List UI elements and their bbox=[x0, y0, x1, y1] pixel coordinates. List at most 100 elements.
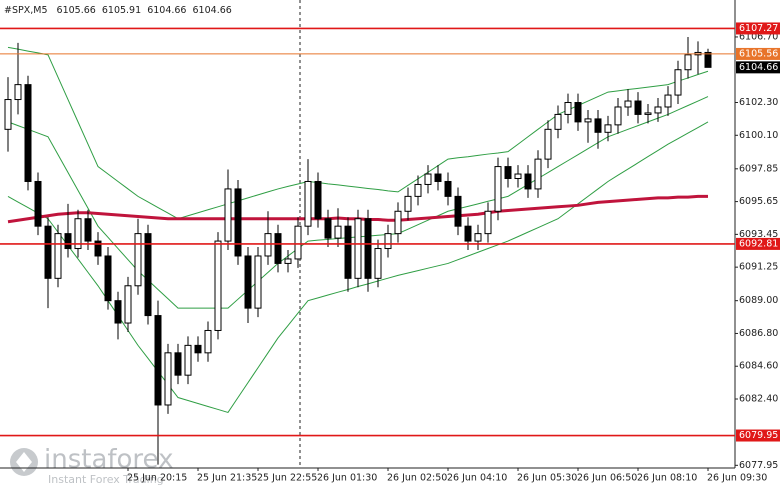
candle bbox=[474, 224, 482, 251]
candle bbox=[504, 157, 512, 188]
level-label-box bbox=[736, 47, 780, 60]
candle bbox=[184, 336, 192, 385]
candle-body bbox=[434, 173, 442, 182]
candle bbox=[164, 343, 172, 414]
level-label-box bbox=[736, 237, 780, 250]
candle-body bbox=[334, 225, 342, 239]
level-label: 6079.95 bbox=[739, 430, 778, 441]
candle-body bbox=[194, 344, 202, 354]
candle bbox=[204, 321, 212, 362]
chart-header: #SPX,M5 6105.66 6105.91 6104.66 6104.66 bbox=[4, 5, 232, 16]
candle-body bbox=[254, 255, 262, 309]
current-price-box bbox=[736, 61, 780, 74]
candle bbox=[124, 276, 132, 332]
symbol: #SPX,M5 bbox=[4, 5, 48, 16]
candle bbox=[234, 179, 242, 265]
candle-body bbox=[4, 99, 12, 130]
candle-body bbox=[184, 344, 192, 376]
level-label: 6105.56 bbox=[739, 48, 778, 59]
y-tick-label: 6084.60 bbox=[739, 361, 778, 372]
candle-body bbox=[94, 240, 102, 257]
candle-body bbox=[354, 218, 362, 279]
candle-body bbox=[584, 118, 592, 123]
candle bbox=[334, 208, 342, 248]
candle bbox=[434, 165, 442, 191]
candle-body bbox=[74, 218, 82, 250]
candle bbox=[304, 159, 312, 236]
candle-body bbox=[674, 69, 682, 96]
candle bbox=[624, 89, 632, 116]
candle-body bbox=[634, 100, 642, 115]
candle bbox=[514, 165, 522, 188]
candle bbox=[74, 209, 82, 258]
candle-body bbox=[504, 166, 512, 179]
y-tick-label: 6100.10 bbox=[739, 130, 778, 141]
level-label: 6092.81 bbox=[739, 238, 778, 249]
candle bbox=[684, 36, 692, 79]
y-tick-label: 6102.30 bbox=[739, 97, 778, 108]
candle-body bbox=[54, 233, 62, 279]
candle bbox=[54, 224, 62, 288]
logo-mark bbox=[16, 452, 32, 472]
candle bbox=[524, 165, 532, 198]
candle bbox=[544, 120, 552, 169]
candle bbox=[4, 77, 12, 152]
header-close: 6104.66 bbox=[193, 5, 232, 16]
candle-body bbox=[264, 233, 272, 257]
x-tick-label: 25 Jun 22:55 bbox=[257, 473, 317, 484]
candle bbox=[374, 239, 382, 288]
candle-body bbox=[534, 158, 542, 190]
candle bbox=[94, 232, 102, 265]
candle-body bbox=[234, 188, 242, 257]
candle bbox=[44, 217, 52, 309]
candle-body bbox=[654, 106, 662, 114]
y-tick-label: 6086.80 bbox=[739, 328, 778, 339]
candle bbox=[24, 75, 32, 191]
candle bbox=[554, 105, 562, 139]
candle bbox=[244, 247, 252, 324]
candle-body bbox=[154, 315, 162, 406]
candle-body bbox=[414, 183, 422, 197]
candle bbox=[194, 336, 202, 362]
candle bbox=[484, 202, 492, 243]
candle bbox=[494, 157, 502, 221]
candle-body bbox=[484, 210, 492, 235]
x-tick-label: 26 Jun 01:30 bbox=[317, 473, 377, 484]
candle bbox=[634, 92, 642, 124]
candle bbox=[404, 187, 412, 221]
candle-body bbox=[454, 195, 462, 227]
candle bbox=[674, 60, 682, 104]
candle bbox=[134, 218, 142, 295]
candle-body bbox=[124, 285, 132, 324]
candle-body bbox=[224, 188, 232, 242]
candle-body bbox=[164, 352, 172, 406]
candle-body bbox=[514, 173, 522, 179]
candle bbox=[594, 109, 602, 149]
x-tick-label: 26 Jun 09:30 bbox=[707, 473, 767, 484]
y-tick-label: 6077.95 bbox=[739, 460, 778, 471]
candle bbox=[354, 209, 362, 288]
y-tick-label: 6093.45 bbox=[739, 229, 778, 240]
candle-body bbox=[494, 166, 502, 212]
candle bbox=[104, 247, 112, 310]
candle-body bbox=[554, 113, 562, 130]
candle bbox=[274, 224, 282, 273]
candle-body bbox=[404, 195, 412, 212]
candle-body bbox=[474, 233, 482, 242]
candle bbox=[364, 209, 372, 292]
candle bbox=[574, 93, 582, 131]
candle-body bbox=[174, 352, 182, 376]
candle-body bbox=[384, 233, 392, 250]
watermark: instaforex Instant Forex Trading bbox=[10, 445, 173, 486]
candle-body bbox=[34, 180, 42, 227]
candle-body bbox=[104, 255, 112, 302]
y-tick-label: 6095.65 bbox=[739, 196, 778, 207]
candle bbox=[384, 224, 392, 258]
candle-body bbox=[314, 180, 322, 220]
candle bbox=[64, 203, 72, 258]
candle-body bbox=[294, 225, 302, 260]
candle-body bbox=[444, 180, 452, 197]
candle-body bbox=[524, 173, 532, 190]
candle bbox=[224, 169, 232, 251]
